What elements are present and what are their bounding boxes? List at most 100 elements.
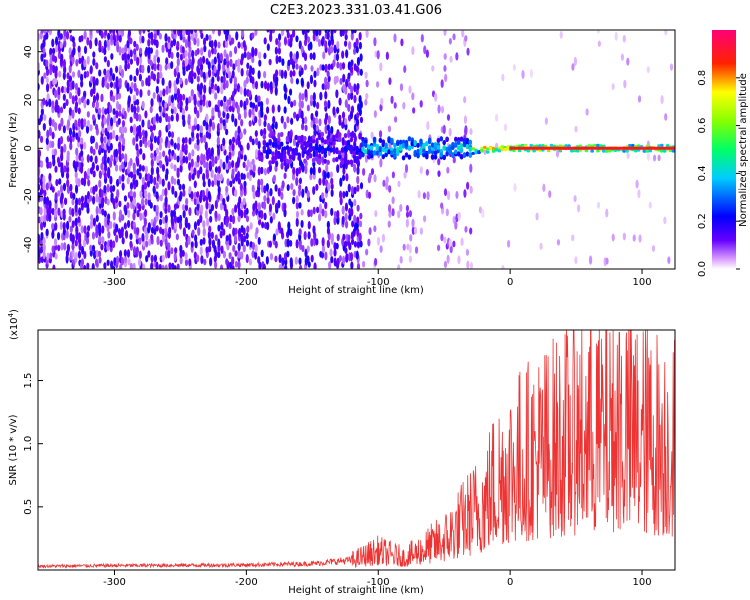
heatmap-cell-1601 — [245, 253, 249, 264]
heatmap-cell-589 — [112, 129, 116, 140]
heatmap-cell-1056 — [173, 142, 177, 150]
heatmap-x-tick-label-0: -300 — [103, 277, 126, 288]
heatmap-cell-3088 — [660, 143, 664, 148]
heatmap-cell-3074 — [648, 149, 653, 153]
heatmap-cell-2360 — [347, 103, 351, 112]
heatmap-cell-1290 — [204, 209, 208, 219]
heatmap-cell-1551 — [237, 125, 241, 135]
heatmap-cell-2618 — [405, 218, 409, 228]
heatmap-cell-2879 — [506, 239, 511, 248]
heatmap-cell-1013 — [168, 95, 172, 105]
heatmap-cell-606 — [114, 164, 119, 172]
heatmap-cell-1846 — [280, 115, 284, 124]
heatmap-cell-1264 — [200, 47, 204, 56]
heatmap-cell-1360 — [214, 210, 218, 219]
heatmap-cell-2171 — [324, 90, 328, 100]
heatmap-cell-3005 — [601, 149, 606, 153]
heatmap-cell-2990 — [590, 144, 594, 148]
heatmap-cell-1073 — [176, 155, 180, 163]
heatmap-cell-2158 — [324, 251, 328, 261]
heatmap-cell-2711 — [437, 158, 441, 166]
heatmap-cell-1691 — [257, 95, 261, 103]
heatmap-cell-1997 — [300, 100, 304, 109]
heatmap-cell-1725 — [263, 71, 267, 79]
heatmap-cell-498 — [103, 262, 107, 269]
heatmap-cell-406 — [89, 88, 94, 98]
heatmap-cell-2575 — [391, 196, 395, 205]
heatmap-cell-293 — [75, 197, 79, 207]
heatmap-cell-1968 — [298, 177, 303, 185]
heatmap-cell-2924 — [541, 143, 545, 148]
heatmap-cell-1388 — [216, 136, 220, 146]
heatmap-cell-1084 — [176, 51, 180, 59]
heatmap-cell-150 — [53, 77, 58, 85]
heatmap-cell-1058 — [173, 91, 178, 101]
heatmap-cell-1809 — [274, 46, 278, 55]
heatmap-cell-216 — [62, 59, 66, 69]
heatmap-cell-1783 — [272, 115, 276, 125]
heatmap-cell-662 — [121, 119, 126, 128]
heatmap-cell-317 — [78, 207, 82, 217]
heatmap-cell-2833 — [468, 152, 473, 158]
colorbar-tick-label-2: 0.4 — [697, 165, 708, 181]
heatmap-cell-1510 — [231, 70, 235, 79]
heatmap-cell-2073 — [313, 262, 317, 269]
heatmap-cell-2274 — [339, 196, 343, 206]
heatmap-cell-2529 — [376, 50, 380, 60]
heatmap-cell-2466 — [358, 41, 362, 50]
heatmap-cell-1045 — [173, 252, 177, 262]
heatmap-cell-1055 — [173, 153, 177, 161]
heatmap-cell-80 — [46, 129, 50, 139]
heatmap-cell-2369 — [346, 139, 351, 145]
heatmap-cell-1558 — [240, 251, 244, 260]
heatmap-cell-1102 — [179, 93, 183, 102]
heatmap-cell-1231 — [196, 123, 200, 132]
heatmap-cell-2791 — [456, 145, 461, 151]
heatmap-cell-747 — [133, 105, 137, 115]
heatmap-cell-1472 — [228, 252, 232, 259]
heatmap-cell-665 — [120, 68, 125, 79]
heatmap-cell-1552 — [237, 113, 242, 121]
heatmap-cell-833 — [144, 139, 148, 149]
heatmap-cell-811 — [141, 165, 145, 172]
heatmap-cell-2034 — [306, 245, 310, 253]
heatmap-cell-1243 — [199, 246, 203, 256]
heatmap-cell-521 — [103, 56, 108, 63]
heatmap-cell-2403 — [353, 198, 357, 207]
heatmap-cell-564 — [109, 142, 113, 151]
heatmap-cell-3045 — [632, 234, 636, 242]
heatmap-cell-144 — [53, 148, 58, 156]
heatmap-cell-600 — [115, 234, 119, 243]
heatmap-cell-2574 — [391, 208, 395, 217]
heatmap-cell-718 — [129, 158, 133, 167]
heatmap-cell-1570 — [239, 131, 243, 140]
heatmap-cell-1590 — [242, 161, 246, 169]
heatmap-cell-1562 — [240, 209, 244, 219]
heatmap-cell-45 — [42, 251, 46, 260]
heatmap-cell-2667 — [419, 147, 423, 153]
heatmap-cell-2395 — [349, 132, 354, 138]
heatmap-cell-2052 — [306, 141, 310, 147]
heatmap-cell-259 — [68, 47, 72, 55]
heatmap-cell-1918 — [288, 146, 293, 152]
heatmap-cell-728 — [132, 262, 136, 269]
heatmap-cell-135 — [53, 238, 58, 246]
heatmap-cell-2415 — [352, 47, 357, 55]
heatmap-cell-1666 — [254, 130, 258, 138]
heatmap-cell-2326 — [344, 220, 349, 229]
heatmap-cell-1633 — [248, 52, 252, 60]
heatmap-cell-550 — [106, 59, 110, 68]
heatmap-cell-1384 — [217, 165, 221, 174]
heatmap-cell-2428 — [356, 227, 360, 237]
heatmap-cell-2351 — [346, 239, 351, 247]
heatmap-cell-314 — [77, 232, 82, 241]
heatmap-cell-1652 — [251, 56, 255, 64]
heatmap-cell-942 — [158, 151, 162, 160]
heatmap-cell-1046 — [174, 247, 178, 254]
heatmap-cell-2863 — [494, 114, 499, 122]
heatmap-cell-1227 — [196, 154, 200, 163]
heatmap-cell-2323 — [344, 247, 348, 254]
heatmap-cell-864 — [150, 233, 154, 241]
heatmap-cell-1536 — [237, 242, 241, 252]
heatmap-cell-2957 — [567, 144, 571, 148]
